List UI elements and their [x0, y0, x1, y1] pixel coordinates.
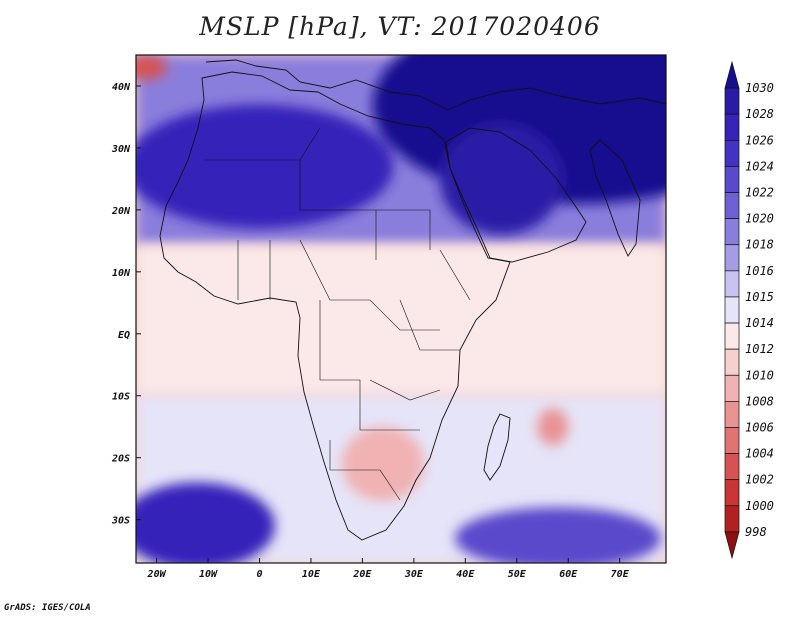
- y-tick-label: 30N: [111, 144, 131, 155]
- arabia-coastline: [445, 127, 587, 263]
- colorbar-label: 1012: [745, 342, 774, 356]
- colorbar-label: 1010: [745, 368, 774, 382]
- pressure-center-7: [136, 55, 167, 80]
- colorbar-label: 1020: [745, 212, 774, 226]
- europe-coastline: [205, 59, 666, 111]
- colorbar-label: 1030: [745, 81, 774, 95]
- y-axis: 40N 30N 20N 10N EQ 10S 20S 30S: [111, 82, 141, 527]
- y-tick-label: 20S: [111, 454, 130, 465]
- y-tick-label: 40N: [112, 82, 131, 93]
- colorbar-label: 1022: [745, 186, 774, 200]
- colorbar-swatch: [724, 270, 740, 298]
- colorbar-label: 1016: [745, 264, 774, 278]
- colorbar-label: 1018: [745, 238, 774, 252]
- y-tick-label: 10N: [112, 268, 131, 279]
- x-tick-label: 50E: [508, 569, 527, 580]
- colorbar-label: 1026: [745, 133, 774, 147]
- colorbar: 1030 1028 1026 1024 1022 1020 1018 1016 1015 1014…: [724, 60, 774, 560]
- x-tick-label: 20E: [352, 569, 372, 580]
- colorbar-swatch: [724, 244, 740, 272]
- pressure-center-2: [439, 123, 564, 235]
- colorbar-label: 1008: [745, 394, 774, 408]
- pressure-center-0: [372, 55, 666, 204]
- x-tick-label: 40E: [456, 569, 475, 580]
- coastlines: [159, 59, 666, 541]
- x-tick-label: 0: [256, 569, 262, 580]
- colorbar-swatch: [724, 322, 740, 350]
- colorbar-swatch: [724, 374, 740, 402]
- colorbar-swatch: [724, 166, 740, 193]
- colorbar-swatch: [724, 218, 740, 246]
- colorbar-swatch: [724, 427, 740, 454]
- colorbar-label: 1024: [745, 159, 774, 173]
- madagascar-coastline: [483, 413, 511, 481]
- plot-frame: [135, 54, 667, 564]
- x-axis: 20W 10W 0 10E 20E 30E 40E 50E 60E 70E: [147, 558, 630, 580]
- y-tick-label: 30S: [111, 516, 130, 527]
- pressure-center-1: [136, 104, 394, 229]
- y-tick-label: 10S: [112, 392, 130, 403]
- colorbar-label: 1004: [745, 447, 774, 461]
- pressure-field-layer: [136, 55, 666, 563]
- colorbar-swatch: [724, 479, 740, 507]
- x-tick-label: 10W: [199, 569, 218, 580]
- x-tick-label: 60E: [559, 569, 578, 580]
- colorbar-label: 998: [745, 525, 767, 539]
- pressure-center-4: [455, 507, 661, 563]
- pressure-center-3: [136, 482, 275, 563]
- x-tick-label: 70E: [611, 569, 630, 580]
- colorbar-swatch: [724, 296, 740, 324]
- india-coastline: [589, 139, 641, 257]
- africa-coastline: [159, 71, 511, 541]
- x-tick-label: 30E: [404, 569, 424, 580]
- x-tick-label: 20W: [147, 569, 167, 580]
- colorbar-swatch: [724, 113, 740, 141]
- credit-label: GrADS: IGES/COLA: [4, 603, 91, 613]
- colorbar-label: 1015: [745, 290, 774, 304]
- colorbar-swatch: [724, 192, 740, 219]
- y-tick-label: 20N: [111, 206, 131, 217]
- colorbar-swatch: [724, 505, 740, 533]
- country-borders: [204, 127, 471, 501]
- colorbar-swatch: [724, 531, 740, 560]
- colorbar-label: 1014: [745, 316, 774, 330]
- colorbar-swatch: [724, 139, 740, 167]
- colorbar-label: 1006: [745, 420, 774, 434]
- colorbar-label: 1002: [745, 473, 774, 487]
- y-tick-label: EQ: [118, 330, 130, 341]
- colorbar-label: 1000: [745, 499, 774, 513]
- pressure-center-6: [341, 426, 425, 502]
- colorbar-swatch: [724, 60, 740, 89]
- colorbar-swatch: [724, 87, 740, 115]
- colorbar-swatch: [724, 348, 740, 376]
- colorbar-swatch: [724, 401, 740, 428]
- colorbar-label: 1028: [745, 107, 774, 121]
- equatorial-band: [136, 245, 666, 395]
- pressure-center-5: [537, 408, 569, 446]
- x-tick-label: 10E: [302, 569, 321, 580]
- map-title: MSLP [hPa], VT: 2017020406: [199, 12, 601, 41]
- colorbar-swatch: [724, 453, 740, 481]
